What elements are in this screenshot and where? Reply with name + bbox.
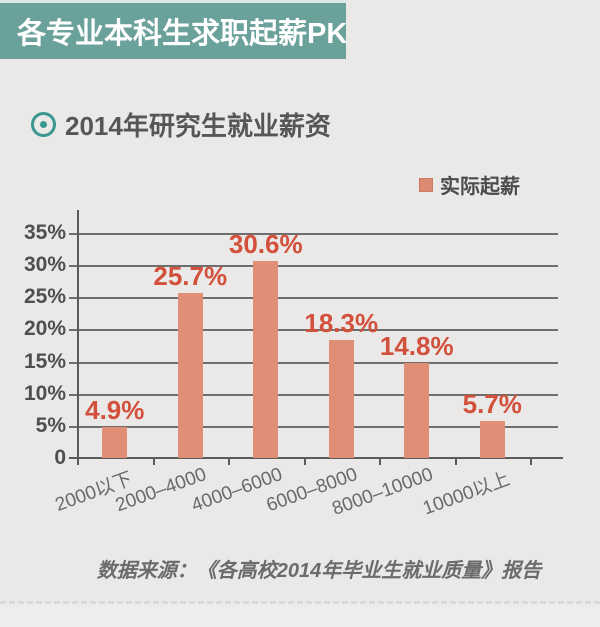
- x-tick: [530, 459, 532, 465]
- bar-value-label: 4.9%: [85, 394, 145, 425]
- bar: [253, 261, 279, 458]
- y-tick-label: 0: [54, 446, 66, 469]
- gridline: [69, 233, 558, 235]
- target-bullet-icon: [31, 112, 56, 137]
- legend-swatch: [419, 177, 433, 192]
- y-tick-label: 35%: [23, 221, 66, 244]
- banner: 各专业本科生求职起薪PK: [0, 0, 348, 59]
- gridline: [69, 425, 558, 428]
- bar: [404, 362, 430, 458]
- gridline: [69, 297, 558, 300]
- x-tick: [303, 459, 306, 465]
- y-tick-label: 20%: [23, 317, 66, 341]
- x-axis-label: 10000以上: [420, 468, 514, 520]
- banner-title: 各专业本科生求职起薪PK: [17, 18, 348, 50]
- y-tick-label: 25%: [23, 285, 66, 309]
- y-tick-label: 5%: [35, 413, 66, 437]
- dashed-divider: [0, 601, 600, 604]
- gridline: [69, 329, 558, 332]
- bar: [479, 421, 505, 458]
- y-tick-label: 30%: [23, 253, 66, 277]
- bar-value-label: 25.7%: [153, 260, 228, 291]
- x-tick: [77, 459, 79, 465]
- bottom-strip: [0, 604, 600, 627]
- target-bullet-dot: [40, 121, 47, 128]
- legend-label: 实际起薪: [440, 176, 520, 198]
- section-title: 2014年研究生就业薪资: [65, 111, 331, 141]
- bar-value-label: 5.7%: [462, 389, 522, 420]
- bar: [328, 340, 354, 458]
- source-note: 数据来源：《各高校2014年毕业生就业质量》报告: [96, 560, 542, 582]
- chart-legend: 实际起薪: [419, 170, 520, 199]
- x-tick: [152, 459, 155, 465]
- x-tick: [454, 459, 457, 465]
- x-axis-line: [69, 457, 563, 459]
- y-tick-label: 10%: [23, 381, 66, 405]
- y-tick-label: 15%: [23, 349, 66, 373]
- bar: [177, 292, 203, 458]
- gridline: [69, 265, 558, 268]
- x-tick: [379, 459, 381, 465]
- bar-value-label: 18.3%: [304, 308, 379, 339]
- bar-value-label: 14.8%: [379, 330, 454, 361]
- y-axis-line: [77, 210, 79, 459]
- x-tick: [228, 459, 230, 465]
- gridline: [69, 361, 558, 364]
- section-header: 2014年研究生就业薪资: [31, 106, 331, 143]
- bar: [102, 426, 128, 458]
- gridline: [69, 393, 558, 396]
- bar-value-label: 30.6%: [228, 229, 303, 260]
